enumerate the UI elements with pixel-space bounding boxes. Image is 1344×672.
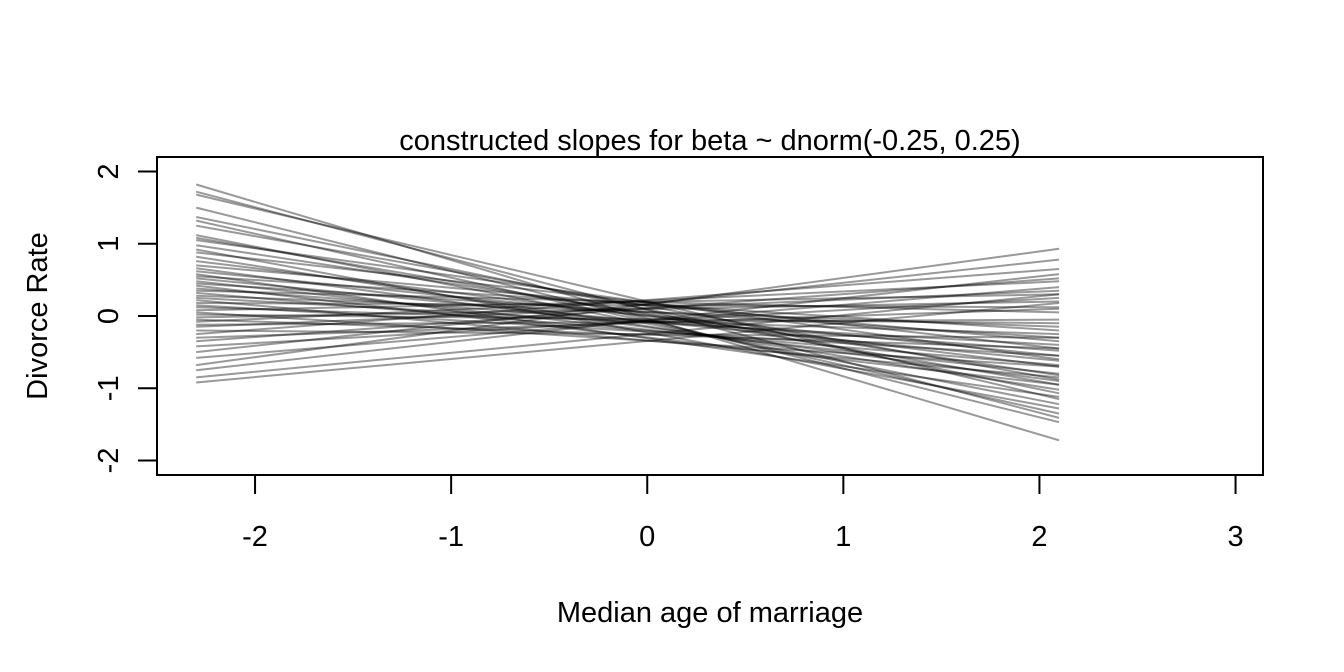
y-axis-label: Divorce Rate [22, 232, 54, 400]
slope-line-31 [196, 302, 1060, 309]
slope-line-13 [196, 251, 1060, 350]
y-tick-label: 2 [93, 163, 125, 179]
slope-line-33 [196, 306, 1060, 336]
y-axis: -2 -1 0 1 2 [93, 163, 158, 474]
slope-line-27 [196, 291, 1060, 367]
slope-line-36 [196, 313, 1060, 325]
slope-line-14 [196, 255, 1060, 391]
slope-line-48 [196, 286, 1060, 359]
slope-line-40 [196, 318, 1060, 326]
slope-line-49 [196, 247, 1060, 367]
slope-line-52 [196, 302, 1060, 384]
x-tick-label: -1 [438, 521, 464, 553]
slope-line-35 [196, 311, 1060, 368]
slope-line-45 [196, 277, 1060, 343]
slope-line-10 [196, 239, 1060, 361]
line-series-group [195, 183, 1060, 442]
x-tick-label: 3 [1227, 521, 1243, 553]
slope-line-3 [195, 193, 1060, 401]
slope-line-32 [196, 304, 1060, 357]
slope-line-34 [196, 293, 1060, 312]
slope-line-5 [195, 216, 1060, 395]
slope-line-25 [196, 287, 1060, 352]
slope-line-44 [196, 307, 1060, 339]
y-tick-label: 1 [93, 236, 125, 252]
slope-line-17 [196, 267, 1060, 382]
slope-line-50 [196, 273, 1060, 372]
slope-line-51 [196, 293, 1060, 379]
slope-line-42 [196, 329, 1060, 339]
slope-line-43 [196, 268, 1060, 336]
x-tick-label: -2 [242, 521, 268, 553]
slope-line-39 [196, 280, 1060, 323]
slope-line-38 [196, 318, 1060, 350]
slope-line-7 [196, 224, 1060, 381]
y-tick-label: -1 [93, 375, 125, 401]
x-axis-label: Median age of marriage [557, 597, 863, 629]
slope-line-23 [196, 282, 1060, 339]
x-tick-label: 0 [639, 521, 655, 553]
slope-line-2 [195, 190, 1060, 419]
slope-line-18 [196, 270, 1060, 357]
slope-line-22 [196, 280, 1060, 375]
slope-line-29 [196, 296, 1060, 346]
chart-title: constructed slopes for beta ~ dnorm(-0.2… [399, 125, 1020, 157]
slope-line-21 [196, 277, 1060, 362]
slope-line-20 [196, 275, 1060, 332]
slope-line-26 [196, 289, 1060, 314]
slope-line-1 [195, 183, 1060, 442]
slope-line-16 [196, 264, 1060, 343]
slope-line-4 [195, 206, 1060, 424]
x-tick-label: 1 [835, 521, 851, 553]
slope-line-24 [196, 284, 1060, 386]
y-tick-label: 0 [93, 308, 125, 324]
slope-line-12 [196, 248, 1060, 410]
slope-line-30 [196, 299, 1060, 379]
x-axis: -2 -1 0 1 2 3 [242, 474, 1244, 553]
slope-line-19 [196, 273, 1060, 398]
slope-line-6 [195, 219, 1060, 415]
y-tick-label: -2 [93, 448, 125, 474]
x-tick-label: 2 [1031, 521, 1047, 553]
slope-line-41 [196, 289, 1060, 328]
slope-line-28 [196, 294, 1060, 328]
slope-line-8 [196, 234, 1060, 406]
slope-line-11 [196, 244, 1060, 377]
slope-line-37 [196, 300, 1060, 319]
slope-line-9 [196, 236, 1060, 386]
slope-line-47 [196, 258, 1060, 354]
slope-line-46 [196, 296, 1060, 348]
slope-line-15 [196, 260, 1060, 368]
